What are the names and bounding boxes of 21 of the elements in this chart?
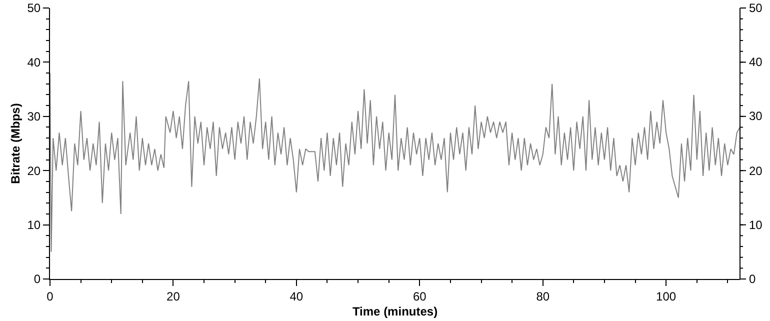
x-tick-label: 40 bbox=[290, 289, 304, 304]
y-tick-label: 0 bbox=[34, 272, 41, 286]
x-tick-label: 100 bbox=[656, 289, 676, 304]
y2-tick-label: 20 bbox=[749, 164, 763, 178]
y-tick-label: 40 bbox=[27, 55, 41, 70]
x-tick-label: 20 bbox=[166, 289, 180, 304]
x-axis-title: Time (minutes) bbox=[352, 304, 438, 318]
y2-tick-label: 0 bbox=[749, 272, 756, 286]
y2-tick-label: 40 bbox=[749, 55, 763, 69]
x-tick-label: 60 bbox=[412, 289, 427, 304]
x-tick-label: 80 bbox=[536, 289, 550, 304]
y-tick-label: 20 bbox=[27, 164, 41, 178]
x-tick-label: 0 bbox=[46, 289, 54, 304]
line-series bbox=[50, 72, 740, 252]
y-tick-label: 10 bbox=[27, 218, 41, 232]
y2-tick-label: 50 bbox=[749, 1, 763, 15]
y-tick-label: 30 bbox=[27, 110, 41, 124]
y2-tick-label: 30 bbox=[749, 109, 763, 123]
y-tick-label: 50 bbox=[27, 1, 41, 16]
y2-tick-label: 10 bbox=[749, 218, 763, 232]
y-axis-title: Bitrate (Mbps) bbox=[8, 103, 23, 184]
